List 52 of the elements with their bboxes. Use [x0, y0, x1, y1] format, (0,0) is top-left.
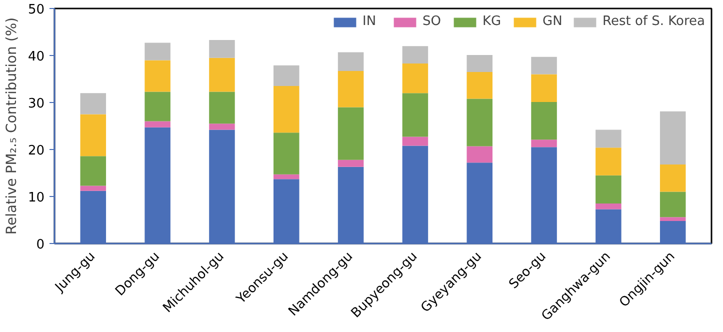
bar [80, 156, 106, 186]
legend-label: SO [422, 14, 442, 29]
legend-label: KG [482, 14, 502, 29]
legend-label: GN [542, 14, 563, 29]
bar [596, 204, 622, 210]
bar [274, 174, 300, 180]
bar [144, 42, 170, 60]
bar [338, 71, 364, 108]
bar [144, 60, 170, 92]
bar [144, 92, 170, 122]
bar [80, 93, 106, 114]
y-tick-label: 0 [36, 238, 45, 252]
bar [80, 114, 106, 156]
bar [402, 136, 428, 146]
y-tick-label: 10 [28, 190, 45, 206]
legend-label: Rest of S. Korea [602, 14, 705, 29]
bar [596, 130, 622, 148]
bar [402, 93, 428, 137]
bar [660, 111, 686, 165]
bar [274, 65, 300, 86]
bar [466, 98, 492, 146]
bar [402, 46, 428, 64]
bar [660, 192, 686, 218]
y-tick-label: 30 [28, 96, 45, 112]
bar [209, 40, 235, 58]
bar [274, 132, 300, 174]
bar [531, 56, 557, 74]
y-tick-label: 20 [28, 144, 45, 158]
bar [531, 102, 557, 140]
bar [274, 86, 300, 133]
bar [338, 107, 364, 160]
legend-label: IN [362, 14, 378, 29]
bar [596, 148, 622, 176]
y-tick-label: 50 [28, 2, 45, 18]
bar [80, 186, 106, 191]
bar [338, 52, 364, 72]
bar [209, 92, 235, 124]
bar [466, 55, 492, 72]
bar [144, 121, 170, 128]
bar [209, 58, 235, 92]
y-axis-title: Relative PM₂.₅ Contribution (%) [4, 17, 20, 235]
bar [660, 217, 686, 221]
bar [466, 146, 492, 163]
bar [531, 140, 557, 148]
bar [402, 63, 428, 94]
bar [209, 124, 235, 130]
bar [338, 160, 364, 167]
bar [466, 72, 492, 99]
y-tick-label: 40 [28, 50, 45, 64]
bar [596, 175, 622, 204]
bar [660, 164, 686, 192]
bar [531, 74, 557, 102]
